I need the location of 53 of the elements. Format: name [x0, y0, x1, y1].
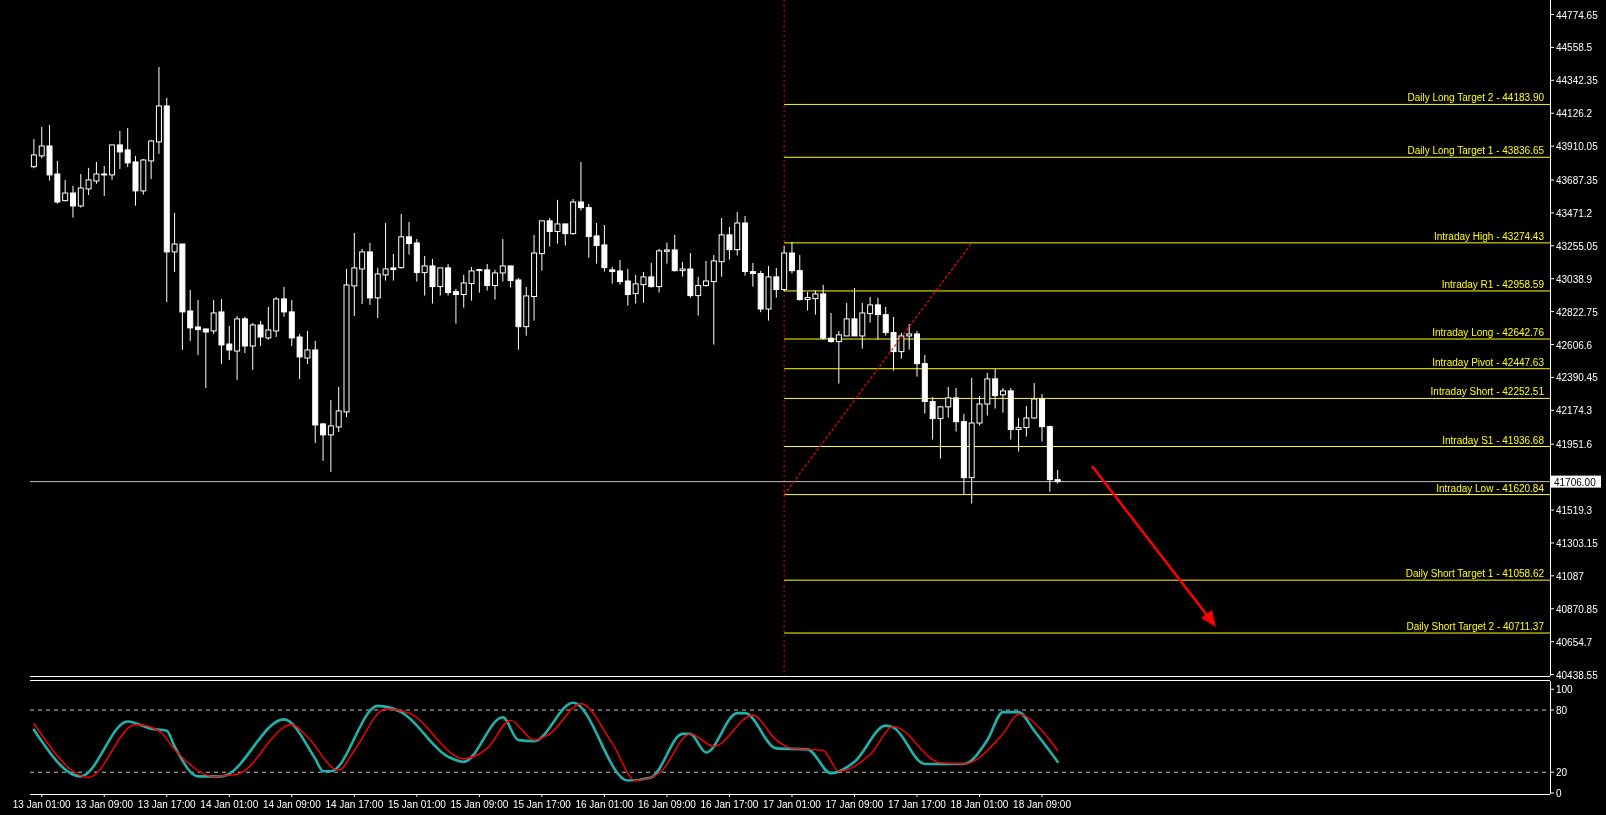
x-tick-label: 14 Jan 09:00 — [262, 799, 322, 810]
x-tick-label: 14 Jan 01:00 — [200, 799, 259, 810]
ref-line-label: Intraday High - 43274.43 — [1433, 230, 1545, 242]
y-tick-label: 44558.5 — [1556, 42, 1593, 54]
y-tick-label: 42390.45 — [1556, 372, 1599, 384]
y-tick-label: 42822.75 — [1556, 306, 1599, 318]
y-tick-label: 41951.6 — [1556, 439, 1593, 451]
x-tick-label: 13 Jan 01:00 — [12, 799, 72, 810]
y-tick-label: 44774.65 — [1556, 9, 1599, 21]
x-tick-label: 18 Jan 01:00 — [950, 799, 1009, 810]
ref-line-label: Intraday Low - 41620.84 — [1436, 482, 1545, 494]
y-tick-label: 40654.7 — [1556, 636, 1593, 648]
x-tick-label: 13 Jan 17:00 — [137, 799, 197, 810]
ref-line-label: Intraday Short - 42252.51 — [1430, 386, 1545, 398]
ref-line-label: Intraday S1 - 41936.68 — [1442, 434, 1545, 446]
x-tick-label: 15 Jan 01:00 — [387, 799, 447, 810]
x-tick-label: 17 Jan 01:00 — [763, 799, 822, 810]
y-tick-label: 42174.3 — [1556, 405, 1593, 417]
x-tick-label: 16 Jan 17:00 — [700, 799, 759, 810]
ref-line-label: Daily Short Target 2 - 40711.37 — [1406, 621, 1545, 633]
ref-line-label: Daily Short Target 1 - 41058.62 — [1405, 568, 1545, 580]
y-tick-label: 43255.05 — [1556, 240, 1599, 252]
y-tick-label: 44342.35 — [1556, 75, 1599, 87]
y-tick-label: 43910.05 — [1556, 141, 1599, 153]
y-tick-label: 41303.15 — [1556, 537, 1599, 549]
ref-line-label: Daily Long Target 2 - 44183.90 — [1407, 92, 1545, 104]
x-tick-label: 16 Jan 09:00 — [638, 799, 697, 810]
x-tick-label: 14 Jan 17:00 — [325, 799, 384, 810]
x-tick-label: 15 Jan 17:00 — [512, 799, 572, 810]
x-tick-label: 15 Jan 09:00 — [450, 799, 509, 810]
y-tick-label: 42606.6 — [1556, 339, 1593, 351]
ref-line-label: Intraday Pivot - 42447.63 — [1432, 356, 1545, 368]
ref-line-label: Daily Long Target 1 - 43836.65 — [1407, 145, 1545, 157]
ref-line-label: Intraday R1 - 42958.59 — [1441, 278, 1545, 290]
x-tick-label: 17 Jan 09:00 — [825, 799, 884, 810]
y-tick-label: 100 — [1556, 684, 1574, 696]
y-tick-label: 43038.9 — [1556, 273, 1593, 285]
x-tick-label: 17 Jan 17:00 — [888, 799, 947, 810]
y-tick-label: 41087 — [1556, 570, 1585, 582]
x-tick-label: 18 Jan 09:00 — [1013, 799, 1072, 810]
y-tick-label: 40870.85 — [1556, 603, 1599, 615]
y-tick-label: 44126.2 — [1556, 108, 1593, 120]
y-tick-label: 20 — [1556, 767, 1568, 779]
ref-line-label: 41706.00 — [1554, 476, 1597, 488]
y-tick-label: 41519.3 — [1556, 505, 1593, 517]
x-tick-label: 13 Jan 09:00 — [75, 799, 134, 810]
y-tick-label: 43471.2 — [1556, 207, 1593, 219]
x-tick-label: 16 Jan 01:00 — [575, 799, 634, 810]
y-tick-label: 43687.35 — [1556, 175, 1599, 187]
ref-line-label: Intraday Long - 42642.76 — [1432, 327, 1545, 339]
y-tick-label: 80 — [1556, 705, 1568, 717]
y-tick-label: 40438.55 — [1556, 669, 1599, 681]
y-tick-label: 0 — [1556, 787, 1562, 799]
